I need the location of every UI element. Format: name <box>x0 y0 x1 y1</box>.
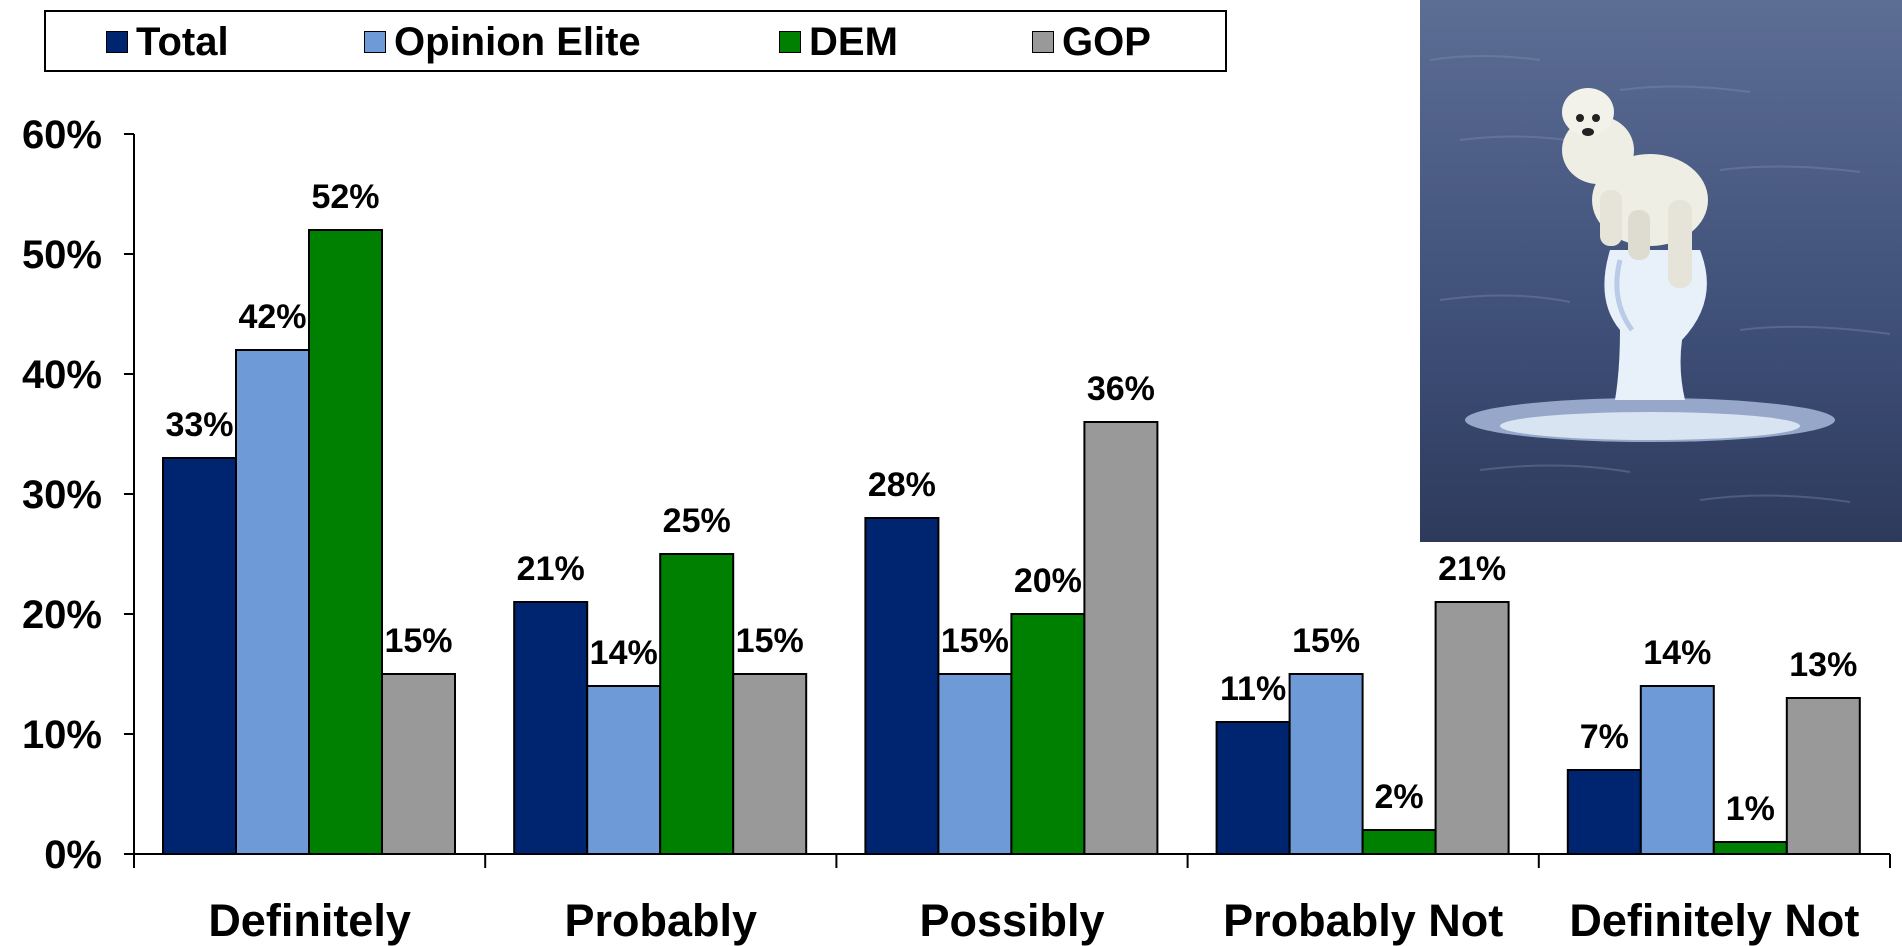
data-label: 13% <box>1789 646 1857 684</box>
bar <box>1010 613 1086 855</box>
bar <box>586 685 662 855</box>
data-label: 14% <box>590 634 658 672</box>
bar <box>1566 769 1642 855</box>
data-label: 1% <box>1726 790 1775 828</box>
bar <box>732 673 808 855</box>
y-tick-label: 30% <box>22 473 102 517</box>
bar <box>513 601 589 855</box>
category-label: Probably Not <box>1223 895 1503 946</box>
y-tick-label: 40% <box>22 353 102 397</box>
legend-label-opinion-elite: Opinion Elite <box>394 20 641 64</box>
data-label: 14% <box>1643 634 1711 672</box>
data-label: 11% <box>1220 670 1286 708</box>
data-label: 7% <box>1580 718 1629 756</box>
bar <box>1434 601 1510 855</box>
data-label: 20% <box>1014 562 1082 600</box>
legend-swatch-gop <box>1032 31 1054 53</box>
legend-item-total: Total <box>106 20 229 64</box>
data-label: 52% <box>311 178 379 216</box>
y-tick-label: 50% <box>22 233 102 277</box>
bar <box>162 457 237 855</box>
category-label: Probably <box>565 895 758 946</box>
legend-swatch-total <box>106 31 128 53</box>
data-label: 21% <box>1438 550 1506 588</box>
chart-legend: Total Opinion Elite DEM GOP <box>44 10 1227 72</box>
legend-item-dem: DEM <box>779 20 898 64</box>
data-label: 36% <box>1087 370 1155 408</box>
data-label: 33% <box>165 406 233 444</box>
y-tick-label: 20% <box>22 593 102 637</box>
bar <box>235 349 310 855</box>
polar-bear-image <box>1420 0 1902 542</box>
bar <box>308 229 383 855</box>
legend-item-opinion-elite: Opinion Elite <box>364 20 641 64</box>
bar <box>864 517 940 855</box>
data-label: 28% <box>868 466 936 504</box>
data-label: 21% <box>517 550 585 588</box>
bar <box>937 673 1013 855</box>
legend-label-gop: GOP <box>1062 20 1151 64</box>
category-label: Definitely Not <box>1569 895 1859 946</box>
legend-label-total: Total <box>136 20 229 64</box>
bar <box>1712 841 1788 855</box>
y-tick-label: 60% <box>22 113 102 157</box>
bar <box>1639 685 1715 855</box>
polar-bear-icon <box>1420 0 1902 542</box>
bar <box>1083 421 1159 855</box>
y-tick-label: 0% <box>44 833 102 877</box>
data-label: 15% <box>1292 622 1360 660</box>
data-label: 15% <box>736 622 804 660</box>
bar <box>1785 697 1861 855</box>
bar <box>659 553 735 855</box>
data-label: 2% <box>1375 778 1424 816</box>
legend-item-gop: GOP <box>1032 20 1151 64</box>
bar <box>381 673 456 855</box>
data-label: 42% <box>238 298 306 336</box>
category-label: Possibly <box>919 895 1104 946</box>
data-label: 25% <box>663 502 731 540</box>
y-tick-label: 10% <box>22 713 102 757</box>
bar <box>1288 673 1364 855</box>
bar <box>1215 721 1291 855</box>
data-label: 15% <box>941 622 1009 660</box>
bar <box>1361 829 1437 855</box>
legend-label-dem: DEM <box>809 20 898 64</box>
data-label: 15% <box>384 622 452 660</box>
legend-swatch-dem <box>779 31 801 53</box>
category-label: Definitely <box>208 895 411 946</box>
legend-swatch-opinion-elite <box>364 31 386 53</box>
